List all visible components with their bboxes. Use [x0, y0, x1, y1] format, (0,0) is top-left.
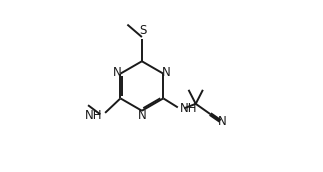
Text: N: N: [218, 115, 227, 128]
Text: N: N: [113, 66, 122, 79]
Text: N: N: [162, 66, 171, 79]
Text: NH: NH: [85, 109, 102, 122]
Text: S: S: [139, 24, 146, 37]
Text: N: N: [138, 109, 146, 122]
Text: NH: NH: [180, 102, 198, 115]
